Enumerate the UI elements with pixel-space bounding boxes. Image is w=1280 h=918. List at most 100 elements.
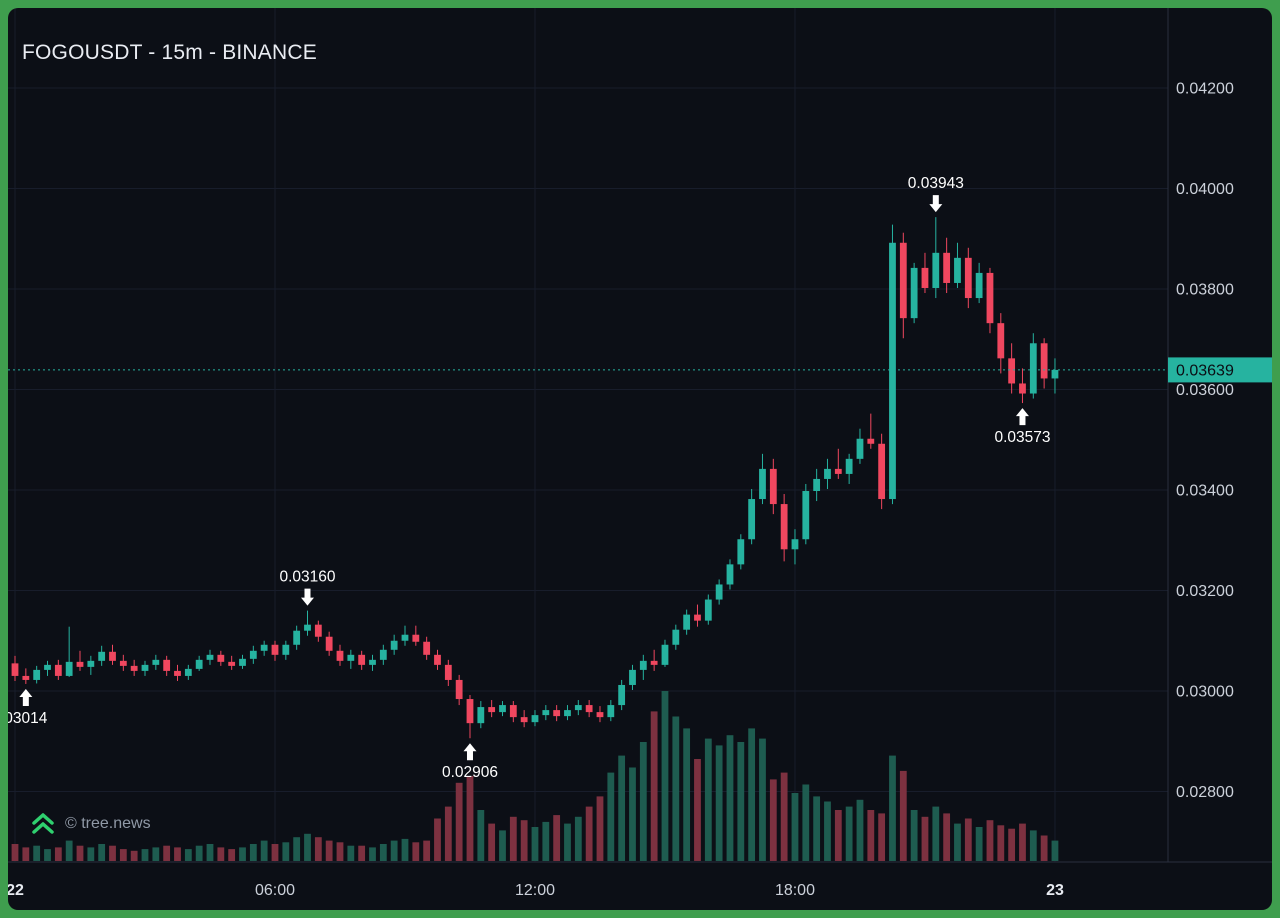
volume-bar xyxy=(423,840,431,861)
candle xyxy=(369,659,376,665)
candle xyxy=(629,669,636,685)
volume-bar xyxy=(109,845,116,861)
candle xyxy=(228,661,236,666)
last-price-badge: 0.03639 xyxy=(1168,357,1272,383)
candle xyxy=(824,468,831,479)
candle xyxy=(813,478,821,492)
candle xyxy=(704,599,712,621)
volume-bar xyxy=(618,755,626,861)
candle xyxy=(444,664,452,680)
candle xyxy=(748,499,756,540)
candle xyxy=(141,664,149,671)
candle xyxy=(347,654,355,661)
volume-bar xyxy=(574,816,582,861)
candle xyxy=(1051,369,1059,379)
volume-bar xyxy=(33,845,41,861)
volume-bar xyxy=(759,738,766,861)
candle xyxy=(423,641,431,655)
candle xyxy=(271,644,279,655)
candle xyxy=(336,650,344,661)
volume-bar xyxy=(314,837,322,861)
volume-bar xyxy=(347,845,355,861)
candle xyxy=(986,272,994,324)
candle xyxy=(76,661,84,667)
candle xyxy=(564,710,571,717)
candle xyxy=(737,539,745,565)
volume-bar xyxy=(379,844,387,861)
candle xyxy=(434,654,441,665)
volume-bar xyxy=(802,784,810,861)
volume-bar xyxy=(629,767,636,861)
volume-bar xyxy=(119,849,127,861)
price-tick-label: 0.03400 xyxy=(1176,483,1234,500)
volume-bar xyxy=(867,810,875,861)
volume-bar xyxy=(921,816,929,861)
volume-bar xyxy=(163,845,171,861)
annotation-label: 0.02906 xyxy=(442,764,498,781)
candle xyxy=(455,679,463,700)
candles-layer xyxy=(11,217,1059,739)
candle xyxy=(293,630,301,645)
candle xyxy=(715,584,723,600)
candle xyxy=(542,710,550,716)
price-chart[interactable]: 0.03943 0.03573 0.03160 0.02906 03014 0.0420… xyxy=(8,8,1272,910)
candle xyxy=(109,651,116,661)
candle xyxy=(260,644,268,651)
candle xyxy=(163,659,171,671)
price-tick-label: 0.04000 xyxy=(1176,181,1234,198)
candle xyxy=(314,624,322,637)
volume-bar xyxy=(607,772,615,861)
time-tick-label: 12:00 xyxy=(515,882,555,899)
volume-bar xyxy=(856,799,864,861)
candle xyxy=(1008,358,1016,384)
price-annotation: 0.02906 xyxy=(442,743,498,781)
candle xyxy=(845,458,853,474)
volume-bar xyxy=(889,755,896,861)
volume-bar xyxy=(369,847,376,861)
candle xyxy=(802,491,810,540)
volume-bar xyxy=(910,810,918,861)
volume-bar xyxy=(1019,823,1026,861)
candle xyxy=(412,634,420,642)
volume-bar xyxy=(455,782,463,861)
candle xyxy=(499,705,506,713)
candle xyxy=(834,468,842,474)
candle xyxy=(520,717,528,723)
volume-bar xyxy=(174,847,181,861)
candle xyxy=(694,614,701,621)
price-axis[interactable]: 0.04200 0.04000 0.03800 0.03600 0.03400 0.032… xyxy=(1176,81,1234,802)
candle xyxy=(44,664,51,670)
candle xyxy=(780,504,788,550)
candle xyxy=(195,659,203,669)
volume-bar xyxy=(76,845,84,861)
volume-bar xyxy=(87,847,95,861)
volume-bar xyxy=(672,716,680,861)
volume-bar xyxy=(520,820,528,861)
candle xyxy=(650,660,658,665)
volume-bar xyxy=(152,847,160,861)
time-tick-label: 18:00 xyxy=(775,882,815,899)
volume-bar xyxy=(22,847,30,861)
volume-bar xyxy=(661,691,669,861)
arrow-up-icon xyxy=(1015,408,1029,426)
candle xyxy=(661,644,669,665)
candle xyxy=(910,267,918,319)
volume-bar xyxy=(401,838,409,861)
time-axis[interactable]: 22 06:00 12:00 18:00 23 xyxy=(8,882,1064,899)
volume-bar xyxy=(932,806,940,861)
candle xyxy=(119,660,127,666)
candle xyxy=(531,715,539,723)
volume-bar xyxy=(488,823,496,861)
volume-bar xyxy=(390,840,398,861)
watermark-link[interactable]: © tree.news xyxy=(30,811,151,837)
volume-bar xyxy=(217,847,225,861)
volume-bar xyxy=(585,806,593,861)
candle xyxy=(954,257,961,283)
annotation-label: 0.03573 xyxy=(994,429,1050,446)
candle xyxy=(184,668,192,676)
arrow-up-icon xyxy=(19,688,33,706)
last-price-badge-box xyxy=(1168,357,1272,383)
volume-bar xyxy=(694,759,701,861)
volume-bar xyxy=(130,850,138,861)
candle xyxy=(574,705,582,711)
